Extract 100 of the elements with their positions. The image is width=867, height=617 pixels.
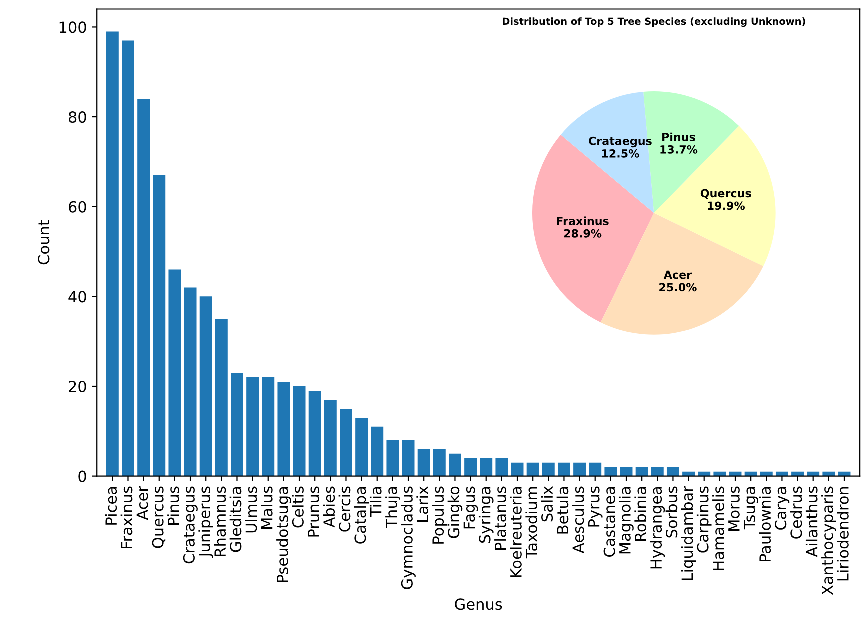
x-tick-label: Gingko	[448, 486, 463, 538]
x-tick-label: Ulmus	[245, 486, 258, 533]
data-label: 28.9%	[564, 229, 602, 238]
x-tick-label: Hamamelis	[712, 486, 724, 570]
bar	[651, 467, 664, 476]
bar	[122, 40, 134, 476]
pie-slice	[654, 126, 776, 266]
x-tick-label: Betula	[556, 487, 569, 534]
bar	[184, 288, 197, 476]
data-label: 19.9%	[708, 202, 745, 210]
bar	[433, 449, 446, 476]
bar	[106, 32, 119, 476]
x-tick-label: Pyrus	[588, 486, 603, 527]
y-tick-label: 60	[69, 201, 86, 213]
x-tick-label: Fraxinus	[120, 486, 133, 548]
bar	[402, 440, 415, 476]
x-tick-label: Hydrangea	[650, 487, 666, 569]
x-tick-label: Tilia	[370, 487, 382, 518]
data-label: 12.5%	[602, 149, 640, 158]
chart-title: Distribution of Top 5 Tree Species (excluding Unknown)	[503, 18, 806, 28]
pie-slice	[560, 92, 654, 214]
x-tick-label: Populus	[432, 486, 448, 544]
x-tick-label: Thuja	[386, 487, 400, 528]
bar	[464, 458, 478, 476]
x-tick-label: Juniperus	[198, 486, 214, 558]
bar	[200, 296, 212, 476]
x-tick-label: Malus	[260, 486, 273, 529]
bar	[262, 378, 275, 476]
bar	[449, 454, 462, 476]
x-tick-label: Abies	[323, 486, 336, 528]
bar	[293, 386, 306, 476]
x-tick-label: Carpinus	[696, 486, 712, 553]
bar	[526, 462, 540, 476]
x-tick-label: Morus	[728, 486, 740, 531]
x-tick-label: Robinia	[634, 487, 647, 542]
y-tick-label: 100	[60, 22, 86, 34]
x-tick-label: Magnolia	[619, 487, 634, 554]
pie-slice	[532, 134, 654, 323]
x-tick-label: Quercus	[152, 486, 166, 548]
x-tick-label: Gleditsia	[230, 487, 242, 552]
x-tick-label: Pseudotsuga	[276, 487, 292, 582]
bar	[308, 390, 322, 476]
x-tick-label: Sorbus	[666, 486, 678, 538]
x-tick-label: Liquidambar	[681, 486, 696, 580]
bar	[666, 467, 680, 476]
x-tick-label: Celtis	[292, 486, 304, 528]
x-tick-label: Taxodium	[526, 487, 538, 559]
x-tick-label: Carya	[775, 487, 790, 530]
bar	[215, 319, 228, 476]
bar	[636, 467, 648, 476]
bar	[356, 418, 368, 476]
x-tick-label: Acer	[136, 486, 148, 520]
bar	[418, 449, 430, 476]
bar	[589, 462, 602, 476]
x-tick-label: Aesculus	[572, 486, 584, 554]
bar	[542, 462, 555, 476]
bar	[153, 175, 166, 476]
x-tick-label: Gymnocladus	[401, 486, 416, 590]
bar	[558, 462, 570, 476]
bar	[386, 440, 400, 476]
bar	[371, 426, 384, 476]
x-tick-label: Castanea	[604, 487, 616, 557]
data-label: 13.7%	[660, 145, 698, 154]
y-tick-label: 40	[68, 291, 86, 303]
bar	[231, 373, 244, 476]
x-tick-label: Xanthocyparis	[822, 486, 836, 596]
x-tick-label: Prunus	[308, 486, 320, 537]
x-tick-label: Tsuga	[744, 487, 758, 530]
x-tick-label: Rhamnus	[214, 486, 226, 556]
x-tick-label: Crataegus	[183, 486, 198, 564]
y-tick-label: 0	[78, 470, 86, 482]
x-tick-label: Fagus	[464, 486, 478, 529]
bar	[480, 458, 493, 476]
x-tick-label: Platanus	[494, 486, 506, 550]
bar	[246, 378, 260, 476]
bar	[168, 270, 182, 476]
y-axis-title: Count	[38, 220, 50, 265]
x-tick-label: Salix	[541, 486, 554, 522]
x-tick-label: Liriodendron	[837, 487, 849, 581]
x-tick-label: Cedrus	[790, 486, 802, 539]
x-tick-label: Paulownia	[759, 487, 772, 562]
x-tick-label: Ailanthus	[806, 486, 818, 558]
slice-label: Fraxinus	[557, 216, 609, 226]
bar	[278, 382, 290, 476]
x-tick-label: Larix	[416, 486, 429, 522]
bar	[620, 467, 633, 476]
x-tick-label: Catalpa	[354, 487, 370, 544]
bar	[340, 408, 352, 476]
x-tick-label: Pinus	[168, 486, 180, 525]
x-tick-label: Cercis	[338, 486, 351, 532]
data-label: 25.0%	[660, 283, 697, 292]
x-tick-label: Picea	[105, 487, 118, 525]
bar	[496, 458, 508, 476]
x-tick-label: Syringa	[478, 487, 494, 544]
slice-label: Crataegus	[589, 136, 652, 148]
x-axis-title: Genus	[455, 598, 502, 610]
bar	[574, 462, 586, 476]
slice-label: Acer	[664, 270, 692, 280]
bar	[604, 467, 618, 476]
bar	[324, 400, 337, 476]
